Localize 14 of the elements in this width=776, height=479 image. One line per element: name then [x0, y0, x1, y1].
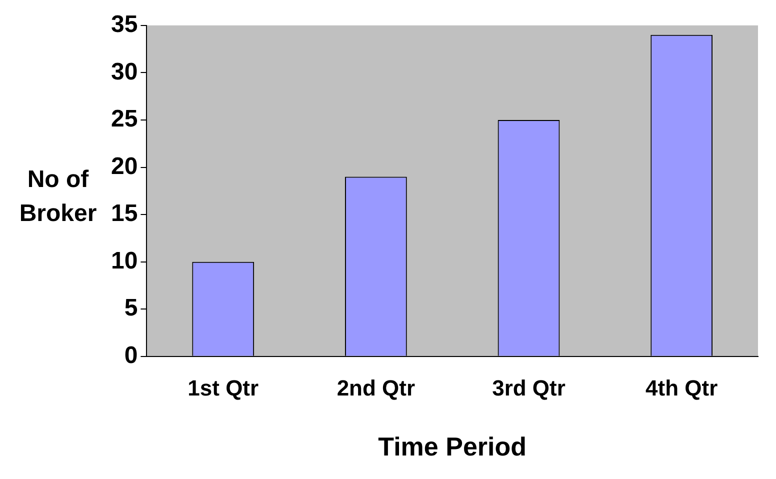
x-axis-title: Time Period [378, 432, 527, 462]
y-tick-label: 15 [110, 200, 138, 228]
x-tick-label: 1st Qtr [188, 376, 259, 401]
y-axis-title: No of Broker [18, 165, 98, 229]
y-tick-label: 25 [110, 106, 138, 133]
x-tick-label: 3rd Qtr [492, 376, 566, 401]
y-tick-label: 20 [110, 152, 138, 180]
x-tick-label: 4th Qtr [646, 376, 718, 401]
x-tick-label: 2nd Qtr [336, 376, 416, 401]
y-tick-label: 35 [110, 11, 138, 38]
y-tick-label: 0 [124, 342, 138, 370]
y-tick-label: 30 [110, 58, 138, 86]
y-tick-label: 10 [110, 247, 138, 274]
y-tick-label: 5 [124, 294, 138, 322]
